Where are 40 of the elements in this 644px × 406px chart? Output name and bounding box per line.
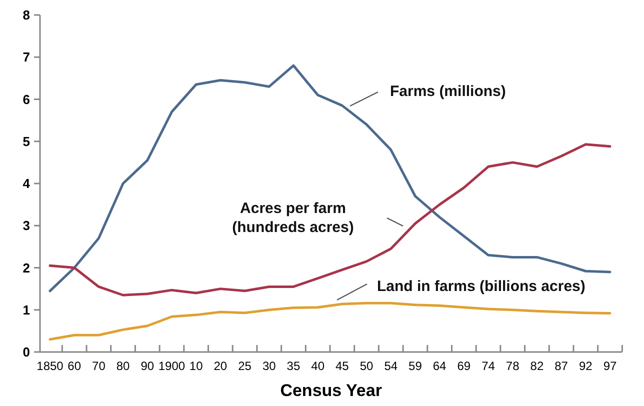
x-tick-label: 78 xyxy=(506,359,520,373)
series-label: Land in farms (billions acres) xyxy=(377,278,586,295)
x-tick-label: 10 xyxy=(189,359,204,373)
x-tick-label: 97 xyxy=(603,359,617,373)
x-tick-label: 80 xyxy=(116,359,130,373)
x-tick-label: 20 xyxy=(214,359,228,373)
y-tick-label: 6 xyxy=(22,92,30,107)
y-tick-label: 5 xyxy=(22,134,30,149)
x-tick-label: 59 xyxy=(408,359,422,373)
x-tick-label: 60 xyxy=(68,359,82,373)
x-tick-label: 64 xyxy=(432,359,447,373)
x-tick-label: 87 xyxy=(554,359,568,373)
line-series xyxy=(48,64,612,292)
x-tick-label: 54 xyxy=(384,359,398,373)
line-series xyxy=(48,302,612,341)
x-tick-label: 35 xyxy=(286,359,300,373)
x-tick-label: 92 xyxy=(578,359,593,373)
x-axis-title: Census Year xyxy=(280,381,382,400)
y-tick-label: 1 xyxy=(22,302,30,318)
x-tick-label: 45 xyxy=(335,359,350,373)
y-tick-label: 3 xyxy=(22,218,30,234)
y-tick-label: 8 xyxy=(22,8,30,23)
x-tick-label: 82 xyxy=(530,359,544,373)
text: Farms (millions) xyxy=(390,83,506,100)
y-tick-label: 7 xyxy=(22,50,30,65)
x-tick-label: 69 xyxy=(457,359,471,373)
y-tick-label: 2 xyxy=(22,260,30,276)
series-label: Acres per farm (hundreds acres) xyxy=(232,200,354,236)
x-tick-label: 74 xyxy=(482,359,496,373)
x-tick-label: 30 xyxy=(262,359,276,373)
y-tick-label: 4 xyxy=(22,176,31,192)
x-tick-label: 1900 xyxy=(158,359,186,373)
x-tick-label: 90 xyxy=(140,359,154,373)
x-tick-label: 70 xyxy=(92,359,106,373)
y-tick-label: 0 xyxy=(22,344,30,360)
x-tick-label: 1850 xyxy=(36,359,64,373)
x-tick-label: 25 xyxy=(238,359,252,373)
x-tick-label: 40 xyxy=(311,359,325,373)
line-series xyxy=(48,143,612,296)
x-tick-label: 50 xyxy=(360,359,374,373)
